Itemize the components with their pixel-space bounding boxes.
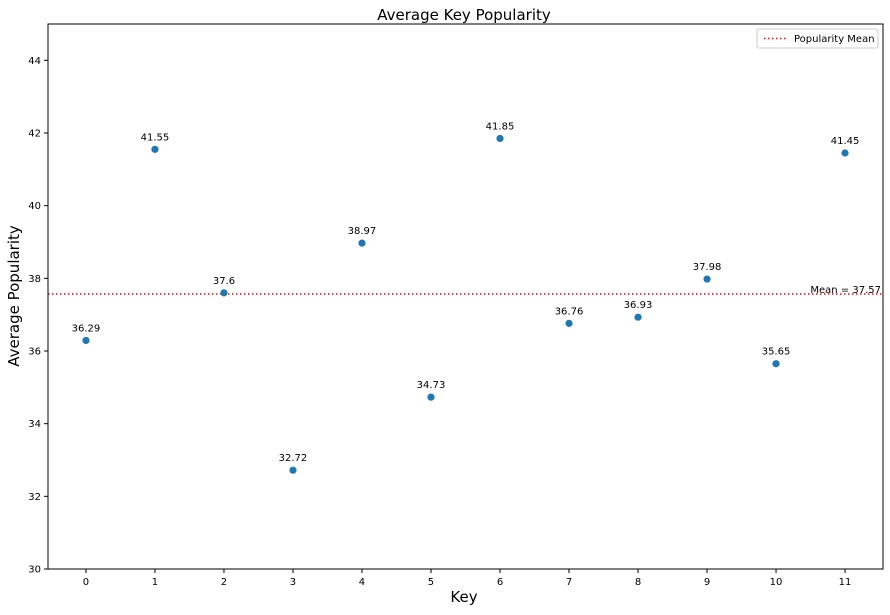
data-point (634, 313, 642, 321)
x-tick-label: 2 (221, 577, 227, 588)
data-point (289, 466, 297, 474)
legend-box (756, 28, 879, 49)
y-tick-label: 40 (28, 201, 41, 212)
data-label: 38.97 (348, 226, 377, 237)
y-tick-label: 36 (28, 347, 41, 358)
data-point (427, 393, 435, 401)
legend: Popularity Mean (756, 28, 879, 49)
data-labels: 36.29 41.55 37.6 32.72 38.97 34.73 41.85 36.76 3… (72, 121, 860, 464)
x-tick-label: 3 (290, 577, 296, 588)
data-point (565, 319, 573, 327)
data-label: 36.93 (624, 300, 653, 311)
x-tick-label: 10 (770, 577, 783, 588)
mean-annotation: Mean = 37.57 (810, 285, 881, 296)
data-point (151, 145, 159, 153)
x-axis-ticks: 0 1 2 3 4 5 6 7 8 9 10 11 (83, 569, 852, 588)
data-label: 37.98 (693, 262, 722, 273)
chart-title: Average Key Popularity (377, 6, 551, 24)
data-label: 36.76 (555, 306, 584, 317)
x-tick-label: 4 (359, 577, 365, 588)
y-tick-label: 34 (28, 419, 41, 430)
plot-frame (47, 23, 884, 570)
y-tick-label: 38 (28, 274, 41, 285)
y-tick-label: 42 (28, 129, 41, 140)
y-axis-title: Average Popularity (5, 225, 23, 367)
y-tick-label: 30 (28, 565, 41, 576)
data-point (358, 239, 366, 247)
data-label: 41.45 (831, 136, 860, 147)
data-label: 41.55 (141, 132, 170, 143)
y-tick-label: 32 (28, 492, 41, 503)
x-tick-label: 7 (566, 577, 572, 588)
y-axis-ticks: 30 32 34 36 38 40 42 44 (28, 56, 48, 576)
x-tick-label: 11 (839, 577, 852, 588)
x-tick-label: 6 (497, 577, 503, 588)
data-label: 36.29 (72, 323, 101, 334)
data-label: 37.6 (213, 276, 235, 287)
x-tick-label: 5 (428, 577, 434, 588)
data-point (703, 275, 711, 283)
data-point (772, 360, 780, 368)
data-point (82, 336, 90, 345)
y-tick-label: 44 (28, 56, 41, 67)
data-point (841, 149, 849, 157)
x-tick-label: 0 (83, 577, 89, 588)
x-axis-title: Key (450, 588, 477, 606)
data-points (82, 134, 849, 474)
legend-label: Popularity Mean (794, 34, 875, 45)
data-label: 35.65 (762, 347, 791, 358)
x-tick-label: 8 (635, 577, 641, 588)
x-tick-label: 1 (152, 577, 158, 588)
x-tick-label: 9 (704, 577, 710, 588)
data-label: 41.85 (486, 121, 515, 132)
data-label: 34.73 (417, 380, 446, 391)
data-point (496, 134, 504, 143)
data-point (220, 289, 228, 297)
data-label: 32.72 (279, 453, 308, 464)
